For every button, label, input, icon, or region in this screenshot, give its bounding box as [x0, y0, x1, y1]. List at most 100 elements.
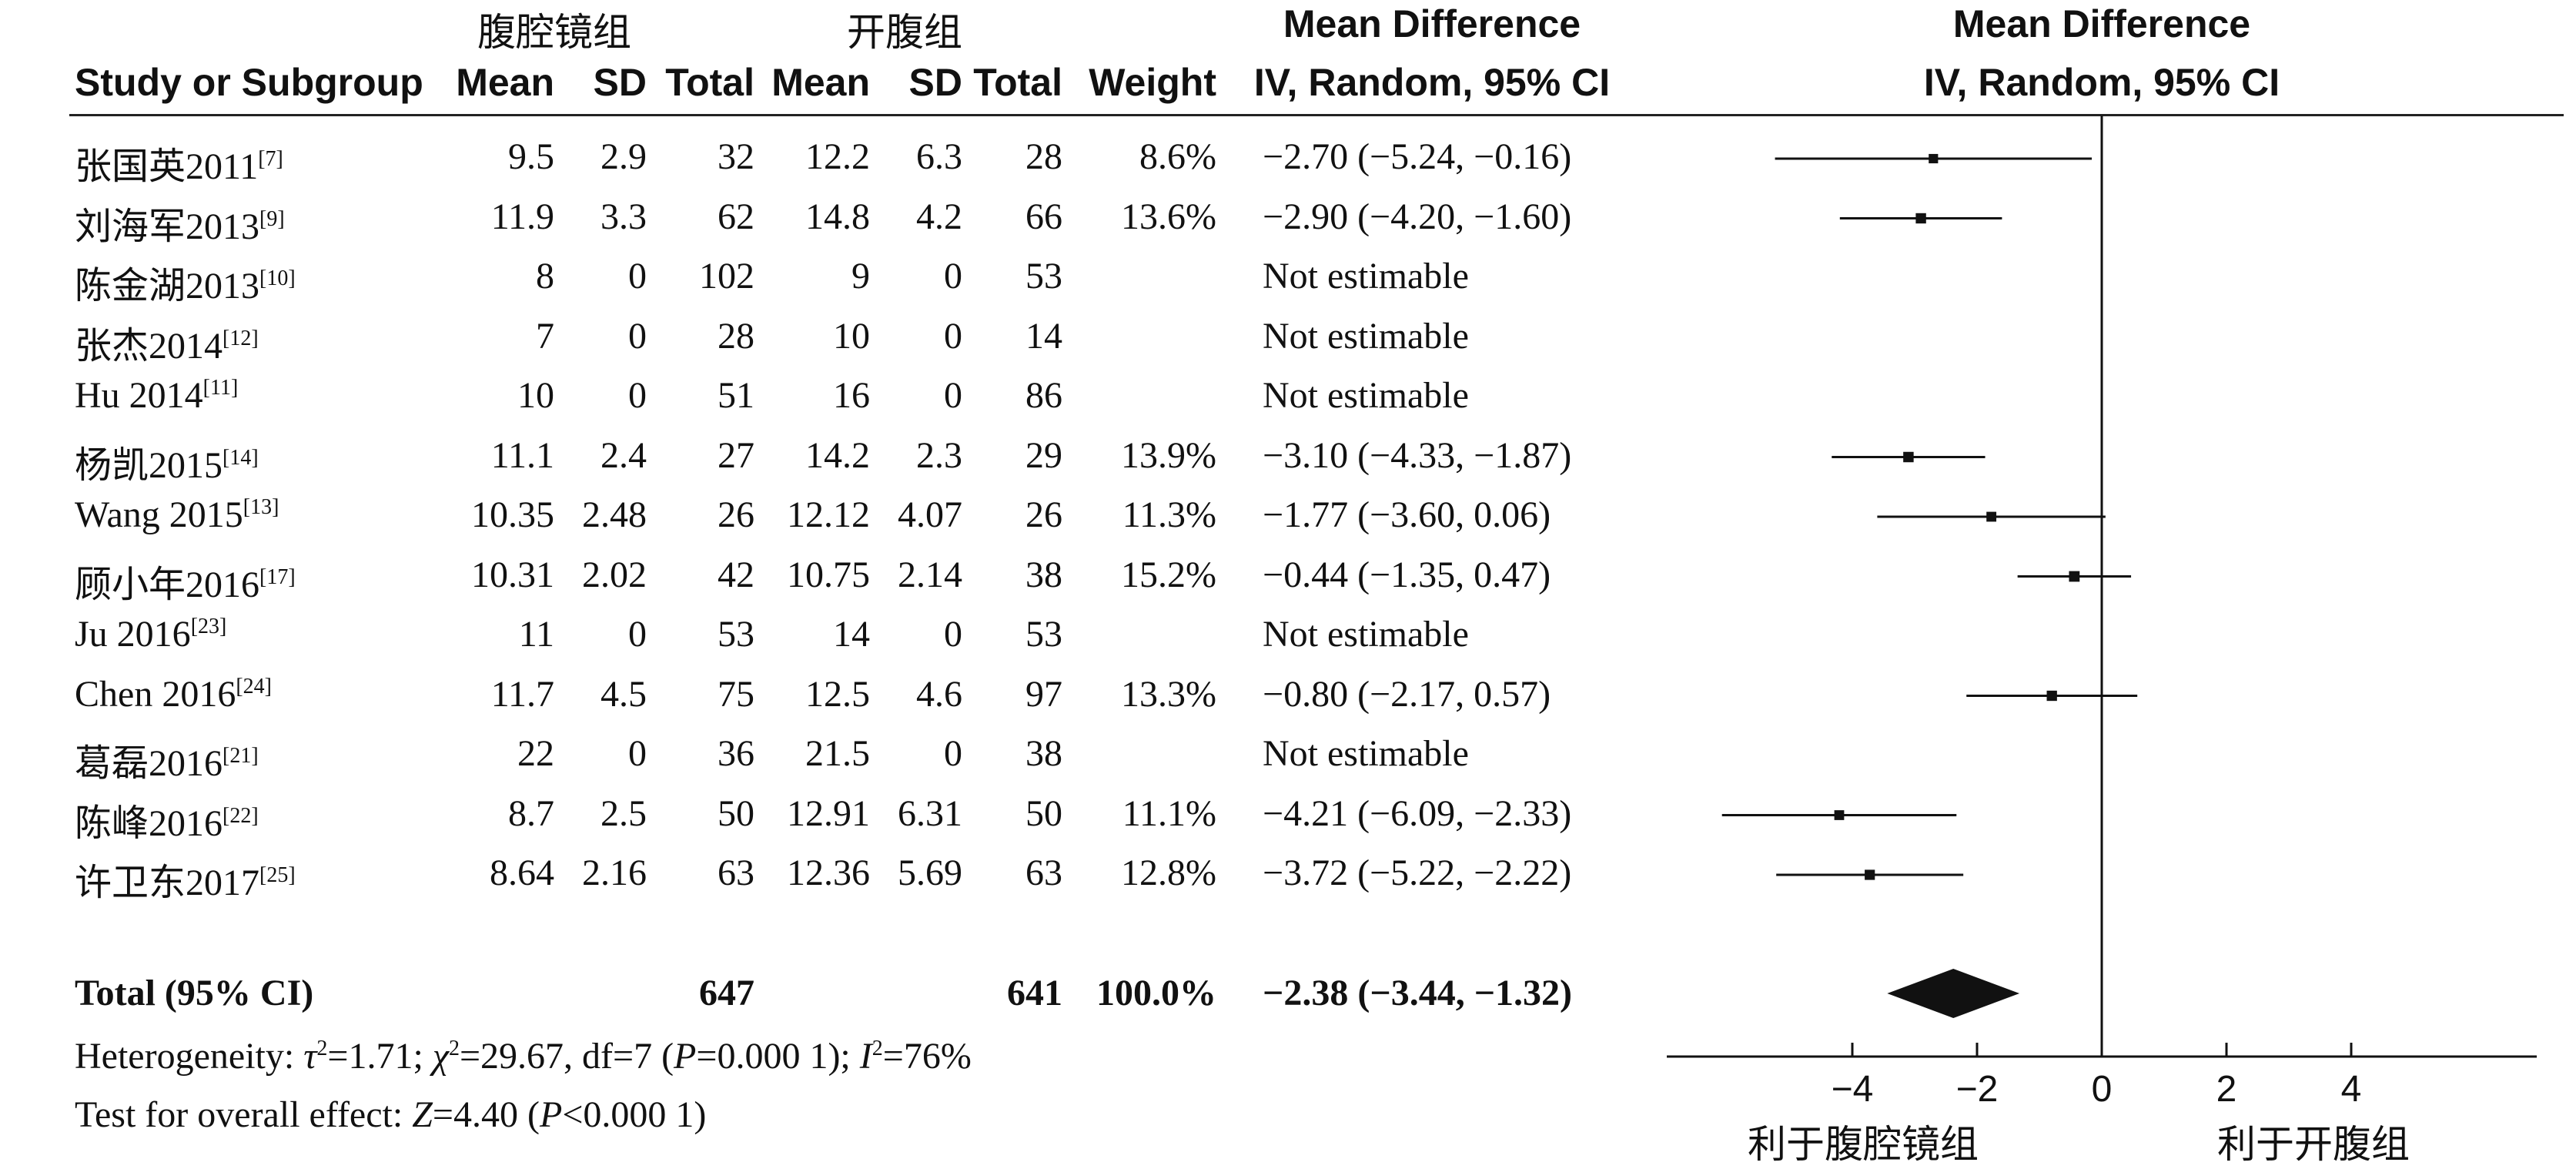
total1-header: Total — [665, 61, 754, 104]
cell-n1: 63 — [718, 852, 754, 893]
cell-sd1: 4.5 — [601, 673, 647, 715]
cell-n2: 97 — [1025, 673, 1062, 715]
cell-m2: 10 — [833, 315, 870, 357]
sd2-header: SD — [908, 61, 962, 104]
cell-n2: 28 — [1025, 136, 1062, 177]
study-column-header: Study or Subgroup — [75, 61, 423, 104]
x-tick-label: 2 — [2216, 1069, 2237, 1110]
cell-n2: 26 — [1025, 494, 1062, 535]
cell-ci: Not estimable — [1263, 733, 1469, 774]
study-reference: [7] — [258, 147, 283, 171]
cell-n2: 14 — [1025, 315, 1062, 357]
study-name: 许卫东2017[25] — [75, 852, 296, 906]
cell-n1: 26 — [718, 494, 754, 535]
study-name: 顾小年2016[17] — [75, 554, 296, 608]
cell-m2: 12.5 — [805, 673, 870, 715]
cell-sd1: 2.5 — [601, 792, 647, 834]
cell-ci: Not estimable — [1263, 614, 1469, 655]
study-label: Ju 2016 — [75, 614, 191, 655]
pooled-diamond — [1887, 969, 2020, 1018]
study-reference: [21] — [222, 744, 259, 768]
x-tick-label: 0 — [2092, 1069, 2113, 1110]
cell-ci: −0.80 (−2.17, 0.57) — [1263, 673, 1551, 715]
cell-m1: 22 — [517, 733, 554, 774]
md-column-title: Mean Difference — [1283, 2, 1581, 45]
study-reference: [14] — [222, 445, 259, 470]
cell-n1: 51 — [718, 375, 754, 416]
header-rule — [69, 114, 2564, 116]
group1-header: 腹腔镜组 — [477, 11, 631, 54]
total-ci: −2.38 (−3.44, −1.32) — [1263, 973, 1573, 1013]
cell-sd2: 0 — [944, 614, 962, 655]
study-reference: [22] — [222, 803, 259, 828]
study-label: 许卫东2017 — [75, 863, 260, 903]
cell-sd2: 4.07 — [898, 494, 962, 535]
total-n1: 647 — [699, 973, 754, 1013]
point-estimate — [2046, 690, 2057, 702]
cell-m2: 14 — [833, 614, 870, 655]
study-name: Wang 2015[13] — [75, 494, 279, 536]
cell-n2: 86 — [1025, 375, 1062, 416]
cell-n2: 29 — [1025, 434, 1062, 476]
cell-m1: 10.31 — [471, 554, 554, 595]
cell-n1: 42 — [718, 554, 754, 595]
cell-m2: 16 — [833, 375, 870, 416]
cell-ci: Not estimable — [1263, 315, 1469, 357]
cell-sd1: 0 — [628, 614, 647, 655]
plot-title: Mean Difference — [1952, 2, 2251, 45]
cell-sd2: 0 — [944, 256, 962, 296]
mean1-header: Mean — [456, 61, 554, 104]
cell-weight: 13.3% — [1121, 673, 1216, 715]
cell-weight: 11.3% — [1122, 494, 1216, 535]
group2-header: 开腹组 — [847, 11, 962, 54]
cell-ci: Not estimable — [1263, 256, 1469, 296]
cell-sd2: 0 — [944, 315, 962, 357]
cell-n1: 36 — [718, 733, 754, 774]
point-estimate — [1903, 451, 1914, 463]
cell-m1: 10.35 — [471, 494, 554, 535]
cell-m2: 12.2 — [805, 136, 870, 177]
cell-weight: 8.6% — [1139, 136, 1216, 177]
cell-ci: −0.44 (−1.35, 0.47) — [1263, 554, 1551, 595]
overall-effect-text: Test for overall effect: Z=4.40 (P<0.000… — [75, 1094, 707, 1135]
cell-sd1: 2.4 — [601, 434, 647, 476]
cell-sd1: 2.16 — [582, 852, 647, 893]
cell-weight: 13.9% — [1121, 434, 1216, 476]
point-estimate — [1929, 153, 1939, 164]
cell-weight: 11.1% — [1122, 792, 1216, 834]
total-label: Total (95% CI) — [75, 973, 314, 1013]
study-reference: [10] — [259, 266, 296, 290]
study-reference: [12] — [222, 326, 259, 350]
x-tick-label: 4 — [2341, 1069, 2362, 1110]
cell-weight: 13.6% — [1121, 196, 1216, 237]
point-estimate — [1834, 810, 1845, 820]
cell-m2: 21.5 — [805, 733, 870, 774]
cell-ci: −2.70 (−5.24, −0.16) — [1263, 136, 1572, 177]
cell-sd1: 0 — [628, 315, 647, 357]
cell-n1: 75 — [718, 673, 754, 715]
study-label: 杨凯2015 — [75, 444, 223, 486]
cell-ci: Not estimable — [1263, 375, 1469, 416]
cell-m2: 10.75 — [787, 554, 870, 595]
cell-sd1: 2.02 — [582, 554, 647, 595]
study-label: 张杰2014 — [75, 325, 223, 367]
cell-weight: 12.8% — [1121, 852, 1216, 893]
cell-ci: −2.90 (−4.20, −1.60) — [1263, 196, 1572, 237]
study-label: Chen 2016 — [75, 673, 236, 715]
mean2-header: Mean — [771, 61, 870, 104]
total2-header: Total — [973, 61, 1062, 104]
cell-n2: 38 — [1025, 554, 1062, 595]
study-name: 陈金湖2013[10] — [75, 255, 296, 309]
cell-m1: 11.7 — [490, 673, 554, 715]
study-reference: [13] — [243, 495, 279, 519]
cell-ci: −3.10 (−4.33, −1.87) — [1263, 434, 1572, 476]
cell-sd2: 4.2 — [916, 196, 962, 237]
point-estimate — [1865, 869, 1875, 880]
weight-header: Weight — [1089, 61, 1216, 104]
cell-n2: 53 — [1025, 256, 1062, 296]
cell-m1: 9.5 — [508, 136, 554, 177]
cell-m2: 12.36 — [787, 852, 870, 893]
total-n2: 641 — [1007, 973, 1062, 1013]
cell-n2: 66 — [1025, 196, 1062, 237]
